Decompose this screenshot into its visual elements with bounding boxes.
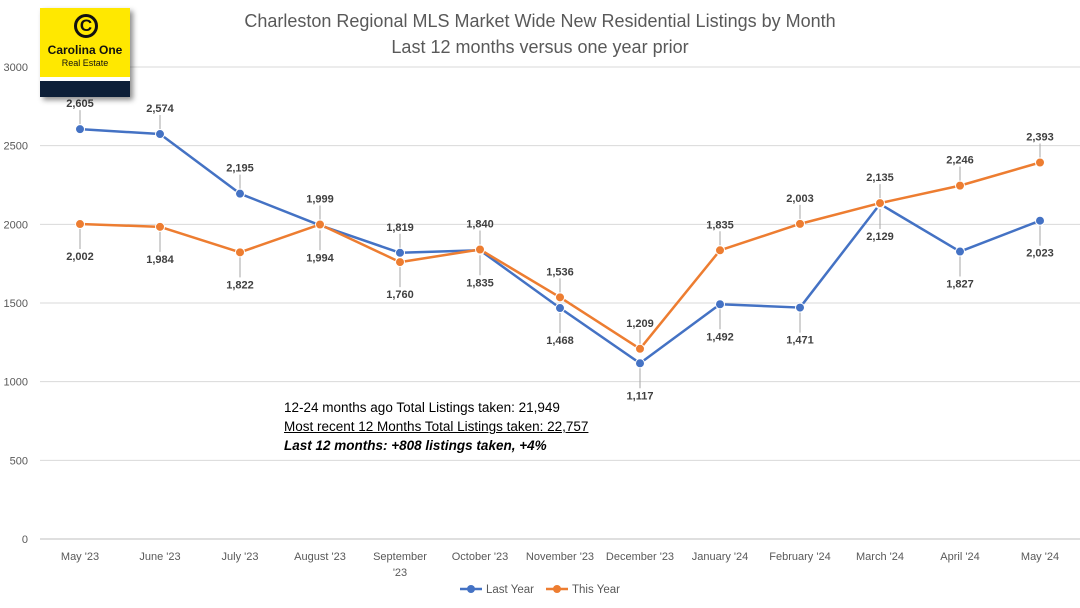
data-point xyxy=(635,343,645,354)
data-point xyxy=(875,198,885,209)
y-tick-label: 2000 xyxy=(4,219,28,231)
y-tick-label: 0 xyxy=(22,534,28,546)
x-tick-label: May '23 xyxy=(61,551,99,563)
data-point xyxy=(75,219,85,230)
data-point xyxy=(635,358,645,369)
data-point xyxy=(555,303,565,314)
data-point xyxy=(235,188,245,199)
data-point xyxy=(795,302,805,313)
logo-subtitle: Real Estate xyxy=(61,58,109,68)
data-label: 2,002 xyxy=(66,251,94,263)
data-label: 1,822 xyxy=(226,279,254,291)
data-point xyxy=(315,219,325,230)
data-point xyxy=(235,247,245,258)
data-label: 2,003 xyxy=(786,193,814,205)
data-label: 2,195 xyxy=(226,163,254,175)
x-tick-label: August '23 xyxy=(294,551,346,563)
data-label: 1,492 xyxy=(706,331,734,343)
legend-swatch-marker xyxy=(553,585,561,593)
data-label: 2,023 xyxy=(1026,248,1054,260)
chart-subtitle: Last 12 months versus one year prior xyxy=(391,37,688,57)
logo-name: Carolina One xyxy=(47,43,123,57)
data-label: 2,574 xyxy=(146,103,174,115)
data-label: 1,536 xyxy=(546,266,574,278)
y-tick-label: 1500 xyxy=(4,298,28,310)
data-label: 1,468 xyxy=(546,335,574,347)
data-label: 1,994 xyxy=(306,252,334,264)
legend-label: This Year xyxy=(572,584,620,596)
y-tick-label: 1000 xyxy=(4,377,28,389)
data-point xyxy=(75,124,85,135)
x-tick-label: March '24 xyxy=(856,551,904,563)
data-label: 2,393 xyxy=(1026,132,1054,144)
listing-totals-annotation: 12-24 months ago Total Listings taken: 2… xyxy=(284,398,588,455)
x-tick-label: September xyxy=(373,551,427,563)
logo-background: C Carolina One Real Estate xyxy=(40,8,130,77)
x-tick-label: April '24 xyxy=(940,551,979,563)
data-label: 1,760 xyxy=(386,289,414,301)
data-point xyxy=(715,299,725,310)
data-point xyxy=(1035,157,1045,168)
change-note: Last 12 months: +808 listings taken, +4% xyxy=(284,438,547,453)
x-tick-label: May '24 xyxy=(1021,551,1059,563)
data-label: 1,209 xyxy=(626,318,654,330)
data-point xyxy=(395,247,405,258)
x-tick-label: December '23 xyxy=(606,551,674,563)
data-label: 1,117 xyxy=(627,390,654,402)
x-tick-label: October '23 xyxy=(452,551,509,563)
data-label: 1,999 xyxy=(306,193,334,205)
y-tick-label: 3000 xyxy=(4,62,28,74)
company-logo: C Carolina One Real Estate xyxy=(40,8,130,97)
data-label: 1,835 xyxy=(706,219,734,231)
x-tick-label: July '23 xyxy=(222,551,259,563)
x-tick-label: June '23 xyxy=(139,551,180,563)
y-tick-label: 500 xyxy=(10,455,28,467)
data-point xyxy=(955,246,965,257)
data-point xyxy=(1035,215,1045,226)
data-point xyxy=(715,245,725,256)
data-point xyxy=(475,244,485,255)
data-point xyxy=(955,180,965,191)
logo-footer-bar xyxy=(40,77,130,97)
x-tick-label: November '23 xyxy=(526,551,594,563)
data-label: 2,129 xyxy=(866,231,894,243)
data-label: 1,827 xyxy=(946,279,974,291)
data-label: 1,984 xyxy=(146,254,174,266)
recent-total-note: Most recent 12 Months Total Listings tak… xyxy=(284,419,589,434)
legend-swatch-marker xyxy=(467,585,475,593)
x-tick-label: January '24 xyxy=(692,551,749,563)
legend-label: Last Year xyxy=(486,584,534,596)
data-label: 1,819 xyxy=(386,222,414,234)
prior-total-note: 12-24 months ago Total Listings taken: 2… xyxy=(284,400,560,415)
data-point xyxy=(155,221,165,232)
data-point xyxy=(555,292,565,303)
data-point xyxy=(395,257,405,268)
chart-title: Charleston Regional MLS Market Wide New … xyxy=(244,11,835,31)
data-label: 1,835 xyxy=(466,277,494,289)
data-label: 2,605 xyxy=(66,98,94,110)
data-point xyxy=(155,129,165,140)
data-label: 1,840 xyxy=(466,219,494,231)
y-tick-label: 2500 xyxy=(4,141,28,153)
data-point xyxy=(795,218,805,229)
data-label: 1,471 xyxy=(786,335,814,347)
copyright-c-icon: C xyxy=(74,14,98,38)
x-tick-label: '23 xyxy=(393,567,407,579)
data-label: 2,246 xyxy=(946,155,974,167)
data-label: 2,135 xyxy=(866,172,894,184)
x-tick-label: February '24 xyxy=(769,551,830,563)
